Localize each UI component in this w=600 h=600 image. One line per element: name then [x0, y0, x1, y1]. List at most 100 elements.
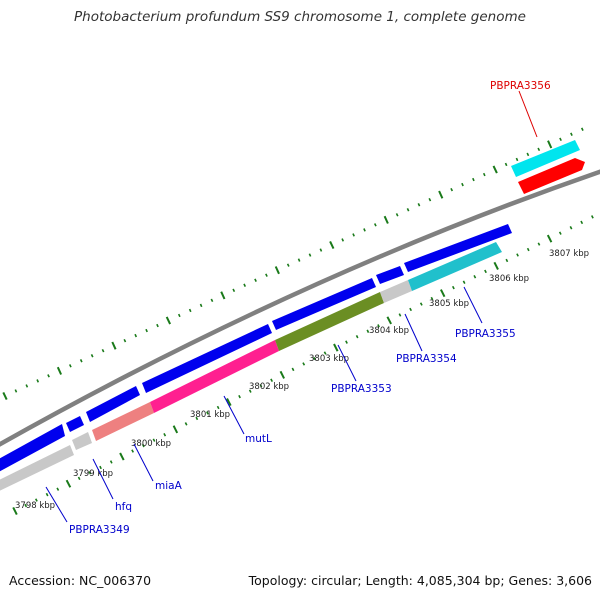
inner-tick — [505, 258, 509, 263]
outer-tick — [90, 354, 94, 358]
gene-PBPRA3356-red[interactable] — [518, 158, 585, 194]
outer-tick — [188, 308, 192, 313]
inner-tick — [462, 280, 466, 284]
outer-tick — [56, 366, 63, 375]
outer-tick — [341, 238, 345, 242]
inner-tick — [77, 476, 81, 481]
inner-tick — [34, 498, 38, 502]
outer-tick — [363, 228, 366, 232]
leader-PBPRA3355 — [463, 286, 483, 324]
inner-tick — [419, 302, 423, 306]
outer-tick — [547, 140, 553, 149]
outer-tick — [352, 233, 355, 237]
kbp-label: 3800 kbp — [131, 439, 171, 449]
kbp-label: 3801 kbp — [190, 410, 230, 420]
genome-summary-text: Topology: circular; Length: 4,085,304 bp… — [248, 573, 592, 588]
outer-tick — [101, 348, 105, 353]
gene-miaA-salmon[interactable] — [92, 402, 154, 441]
gene-label-PBPRA3353[interactable]: PBPRA3353 — [331, 383, 392, 395]
gene-forward-3[interactable] — [86, 386, 140, 422]
inner-tick — [279, 370, 285, 379]
outer-tick — [254, 278, 257, 282]
inner-tick — [99, 465, 102, 470]
inner-tick — [430, 296, 434, 301]
outer-tick — [461, 182, 464, 187]
gene-label-PBPRA3356[interactable]: PBPRA3356 — [490, 80, 551, 92]
inner-tick — [172, 425, 179, 434]
outer-tick — [36, 379, 40, 383]
inner-tick — [526, 247, 530, 252]
kbp-label: 3806 kbp — [489, 274, 529, 284]
gene-label-PBPRA3349[interactable]: PBPRA3349 — [69, 524, 130, 536]
outer-tick — [265, 273, 268, 277]
kbp-label: 3804 kbp — [369, 326, 409, 336]
inner-tick — [248, 389, 252, 393]
outer-tick — [220, 291, 226, 300]
lower-gene-track — [0, 242, 502, 493]
inner-tick — [323, 351, 327, 355]
inner-tick — [302, 362, 306, 366]
outer-tick — [210, 298, 214, 303]
inner-tick — [558, 231, 562, 235]
outer-tick — [68, 364, 72, 368]
gene-forward-4[interactable] — [142, 324, 272, 393]
kbp-label: 3799 kbp — [73, 469, 113, 479]
gene-PBPRA3354-gray[interactable] — [380, 280, 412, 303]
inner-tick-track — [12, 215, 594, 516]
gene-PBPRA3355-teal[interactable] — [408, 242, 502, 291]
outer-tick — [570, 132, 573, 136]
outer-tick — [14, 389, 18, 393]
inner-tick — [546, 234, 553, 243]
outer-tick — [274, 266, 280, 275]
kbp-label: 3802 kbp — [249, 382, 289, 392]
outer-tick — [515, 157, 519, 162]
inner-tick — [259, 384, 263, 388]
inner-tick — [386, 316, 392, 325]
gene-forward-7[interactable] — [404, 224, 512, 272]
inner-tick — [56, 487, 60, 491]
inner-tick — [493, 261, 499, 270]
leader-mutL — [223, 395, 245, 435]
gene-label-miaA[interactable]: miaA — [155, 480, 183, 492]
leader-PBPRA3353 — [337, 344, 357, 382]
outer-tick — [319, 248, 323, 252]
gene-PBPRA3353-olive[interactable] — [275, 292, 384, 351]
gene-label-PBPRA3354[interactable]: PBPRA3354 — [396, 353, 457, 365]
gene-gray-1[interactable] — [0, 445, 74, 493]
inner-tick — [291, 367, 295, 372]
kbp-labels: 3798 kbp 3799 kbp 3800 kbp 3801 kbp 3802… — [15, 249, 589, 511]
outer-tick — [406, 208, 410, 212]
gene-mutL-magenta[interactable] — [150, 340, 279, 413]
outer-tick — [145, 328, 148, 333]
outer-tick — [177, 313, 181, 318]
accession-text: Accession: NC_006370 — [9, 573, 152, 588]
gene-label-PBPRA3355[interactable]: PBPRA3355 — [455, 328, 516, 340]
gene-label-hfq[interactable]: hfq — [115, 501, 132, 513]
inner-tick — [109, 460, 113, 464]
gene-forward-2[interactable] — [66, 416, 84, 432]
inner-tick — [152, 438, 156, 442]
forward-gene-track — [0, 224, 512, 474]
outer-tick — [482, 172, 486, 177]
inner-tick — [65, 479, 72, 488]
inner-tick — [184, 422, 188, 426]
inner-tick — [195, 416, 199, 421]
chromosome-backbone — [0, 169, 600, 447]
gene-forward-5[interactable] — [272, 278, 376, 330]
inner-tick — [366, 329, 370, 333]
gene-forward-1[interactable] — [0, 424, 65, 474]
outer-tick — [428, 197, 432, 202]
gene-PBPRA3356-cyan[interactable] — [511, 140, 580, 177]
outer-tick-track — [2, 127, 584, 401]
gene-forward-6[interactable] — [376, 266, 404, 284]
inner-tick — [440, 289, 446, 298]
inner-tick — [569, 226, 573, 230]
inner-tick — [206, 411, 209, 415]
gene-label-mutL[interactable]: mutL — [245, 433, 272, 445]
kbp-label: 3803 kbp — [309, 354, 349, 364]
gene-gray-2[interactable] — [72, 432, 92, 450]
inner-tick — [516, 253, 519, 257]
outer-tick — [559, 137, 562, 142]
inner-tick — [226, 398, 232, 407]
